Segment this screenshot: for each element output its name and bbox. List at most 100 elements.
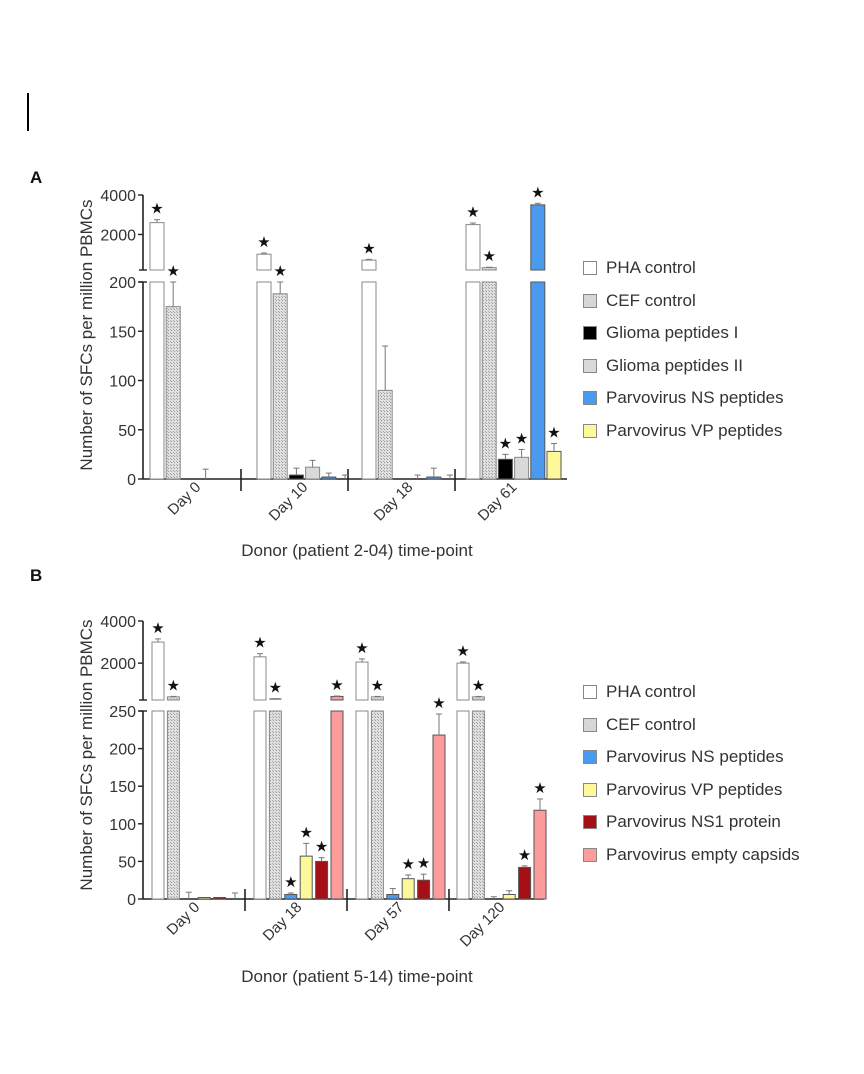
significance-star: ★ — [273, 262, 286, 280]
axis-break-gap — [253, 701, 267, 710]
bar-pha-control-day-0 — [151, 710, 165, 900]
legend-item-pha-control: PHA control — [583, 676, 800, 709]
legend-swatch — [583, 750, 597, 765]
legend-label: CEF control — [606, 714, 696, 734]
axis-break-gap — [166, 701, 181, 710]
significance-star: ★ — [472, 676, 485, 694]
bar-parvovirus-vp-peptides-day-18 — [299, 855, 313, 900]
legend-item-glioma-peptides-i: Glioma peptides I — [583, 317, 784, 350]
legend-label: Parvovirus NS peptides — [606, 747, 784, 767]
axis-break-gap — [151, 701, 165, 710]
axis-break-gap — [361, 271, 377, 281]
significance-star: ★ — [401, 855, 414, 873]
bar-pha-control-day-10-upper — [256, 253, 272, 271]
significance-star: ★ — [257, 233, 270, 251]
legend-label: Parvovirus NS peptides — [606, 388, 784, 408]
axis-break-gap — [465, 271, 481, 281]
bar-pha-control-day-0 — [149, 281, 165, 480]
legend-label: Parvovirus empty capsids — [606, 844, 800, 864]
panel-label-b: B — [30, 566, 43, 585]
bar-parvovirus-empty-capsids-day-18-upper — [330, 695, 344, 701]
legend-item-parvovirus-ns1-protein: Parvovirus NS1 protein — [583, 806, 800, 839]
bar-parvovirus-ns-peptides-day-10 — [321, 476, 337, 480]
bar-pha-control-day-18 — [361, 281, 377, 480]
y-tick-label: 250 — [109, 704, 136, 721]
legend-panel-a: PHA control CEF control Glioma peptides I G… — [583, 252, 784, 447]
y-tick-label: 2000 — [100, 227, 136, 244]
bar-pha-control-day-57-upper — [355, 661, 369, 701]
legend-item-parvovirus-vp-peptides: Parvovirus VP peptides — [583, 774, 800, 807]
legend-panel-b: PHA control CEF control Parvovirus NS pept… — [583, 676, 800, 871]
significance-star: ★ — [315, 838, 328, 856]
bar-parvovirus-empty-capsids-day-57 — [432, 734, 446, 900]
bar-parvovirus-ns-peptides-day-18 — [284, 893, 298, 900]
significance-star: ★ — [284, 873, 297, 891]
x-category-label: Day 61 — [475, 479, 521, 525]
y-tick-label: 0 — [127, 472, 136, 489]
significance-star: ★ — [151, 619, 164, 637]
axis-break-gap — [456, 701, 470, 710]
legend-label: Glioma peptides I — [606, 323, 739, 343]
significance-star: ★ — [547, 424, 560, 442]
bar-pha-control-day-18-upper — [361, 259, 377, 271]
significance-star: ★ — [166, 262, 179, 280]
bar-parvovirus-vp-peptides-day-120 — [502, 893, 516, 900]
legend-item-parvovirus-vp-peptides: Parvovirus VP peptides — [583, 415, 784, 448]
axis-break-gap — [355, 701, 369, 710]
bar-parvovirus-empty-capsids-day-18 — [330, 710, 344, 900]
significance-star: ★ — [515, 429, 528, 447]
x-axis-label: Donor (patient 5-14) time-point — [241, 967, 473, 986]
bar-pha-control-day-0-upper — [151, 641, 165, 701]
axis-break-gap — [481, 271, 498, 281]
legend-swatch — [583, 847, 597, 862]
bar-pha-control-day-10 — [256, 281, 272, 480]
panel-label-a: A — [30, 168, 43, 187]
legend-item-parvovirus-empty-capsids: Parvovirus empty capsids — [583, 839, 800, 872]
x-category-label: Day 10 — [266, 479, 312, 525]
axis-break-gap — [471, 701, 486, 710]
y-tick-label: 4000 — [100, 188, 136, 205]
bar-pha-control-day-61 — [465, 281, 481, 480]
significance-star: ★ — [518, 846, 531, 864]
axis-break-gap — [268, 701, 283, 710]
bar-parvovirus-vp-peptides-day-57 — [401, 878, 415, 900]
legend-swatch — [583, 717, 597, 732]
bar-pha-control-day-0-upper — [149, 222, 165, 271]
axis-break-gap — [256, 271, 272, 281]
x-category-label: Day 0 — [165, 479, 205, 519]
bar-pha-control-day-57 — [355, 710, 369, 900]
bar-cef-control-day-61 — [481, 281, 497, 480]
bar-parvovirus-vp-peptides-day-0 — [197, 896, 211, 900]
bar-cef-control-day-18 — [268, 710, 282, 900]
legend-label: Parvovirus NS1 protein — [606, 812, 781, 832]
significance-star: ★ — [456, 642, 469, 660]
significance-star: ★ — [432, 694, 445, 712]
y-tick-label: 4000 — [100, 614, 136, 631]
bar-cef-control-day-0 — [165, 306, 181, 480]
significance-star: ★ — [466, 203, 479, 221]
significance-star: ★ — [167, 676, 180, 694]
significance-star: ★ — [299, 823, 312, 841]
bar-parvovirus-ns1-protein-day-57 — [417, 879, 431, 900]
x-category-label: Day 57 — [362, 899, 408, 945]
legend-swatch — [583, 685, 597, 700]
bar-cef-control-day-120 — [471, 710, 485, 900]
legend-item-cef-control: CEF control — [583, 285, 784, 318]
significance-star: ★ — [533, 779, 546, 797]
y-axis-label: Number of SFCs per million PBMCs — [77, 199, 96, 470]
y-tick-label: 2000 — [100, 656, 136, 673]
legend-item-parvovirus-ns-peptides: Parvovirus NS peptides — [583, 741, 800, 774]
y-tick-label: 100 — [109, 817, 136, 834]
significance-star: ★ — [371, 676, 384, 694]
x-category-label: Day 120 — [457, 899, 509, 951]
bar-parvovirus-ns-peptides-day-61-upper — [530, 204, 546, 271]
y-tick-label: 150 — [109, 779, 136, 796]
legend-item-cef-control: CEF control — [583, 709, 800, 742]
significance-star: ★ — [253, 634, 266, 652]
x-axis-label: Donor (patient 2-04) time-point — [241, 541, 473, 560]
bar-cef-control-day-0 — [166, 710, 180, 900]
legend-swatch — [583, 358, 597, 373]
significance-star: ★ — [362, 239, 375, 257]
